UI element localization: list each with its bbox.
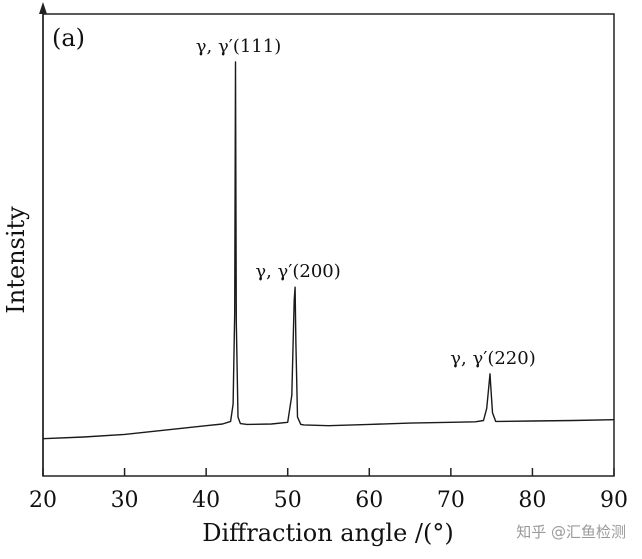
x-tick-label: 90 [600, 488, 628, 513]
x-tick-label: 50 [274, 488, 302, 513]
x-tick-label: 20 [29, 488, 57, 513]
x-tick-label: 30 [111, 488, 139, 513]
diffraction-pattern-line [42, 61, 615, 440]
x-tick-label: 80 [518, 488, 546, 513]
peak-label: γ, γ′(220) [450, 348, 535, 369]
x-tick-label: 60 [355, 488, 383, 513]
x-tick-label: 70 [437, 488, 465, 513]
x-tick-label: 40 [192, 488, 220, 513]
peak-labels: γ, γ′(111) γ, γ′(200) γ, γ′(220) [196, 36, 536, 369]
y-axis-arrowhead [39, 2, 47, 14]
x-axis-title: Diffraction angle /(°) [202, 519, 454, 547]
plot-frame [42, 13, 615, 477]
y-axis-title: Intensity [2, 206, 30, 314]
panel-label: (a) [52, 24, 85, 52]
peak-label: γ, γ′(111) [196, 36, 281, 57]
watermark: 知乎 @汇鱼检测 [516, 523, 626, 541]
peak-label: γ, γ′(200) [255, 261, 340, 282]
x-axis-ticks [42, 468, 615, 476]
x-axis-tick-labels: 20 30 40 50 60 70 80 90 [29, 488, 628, 513]
